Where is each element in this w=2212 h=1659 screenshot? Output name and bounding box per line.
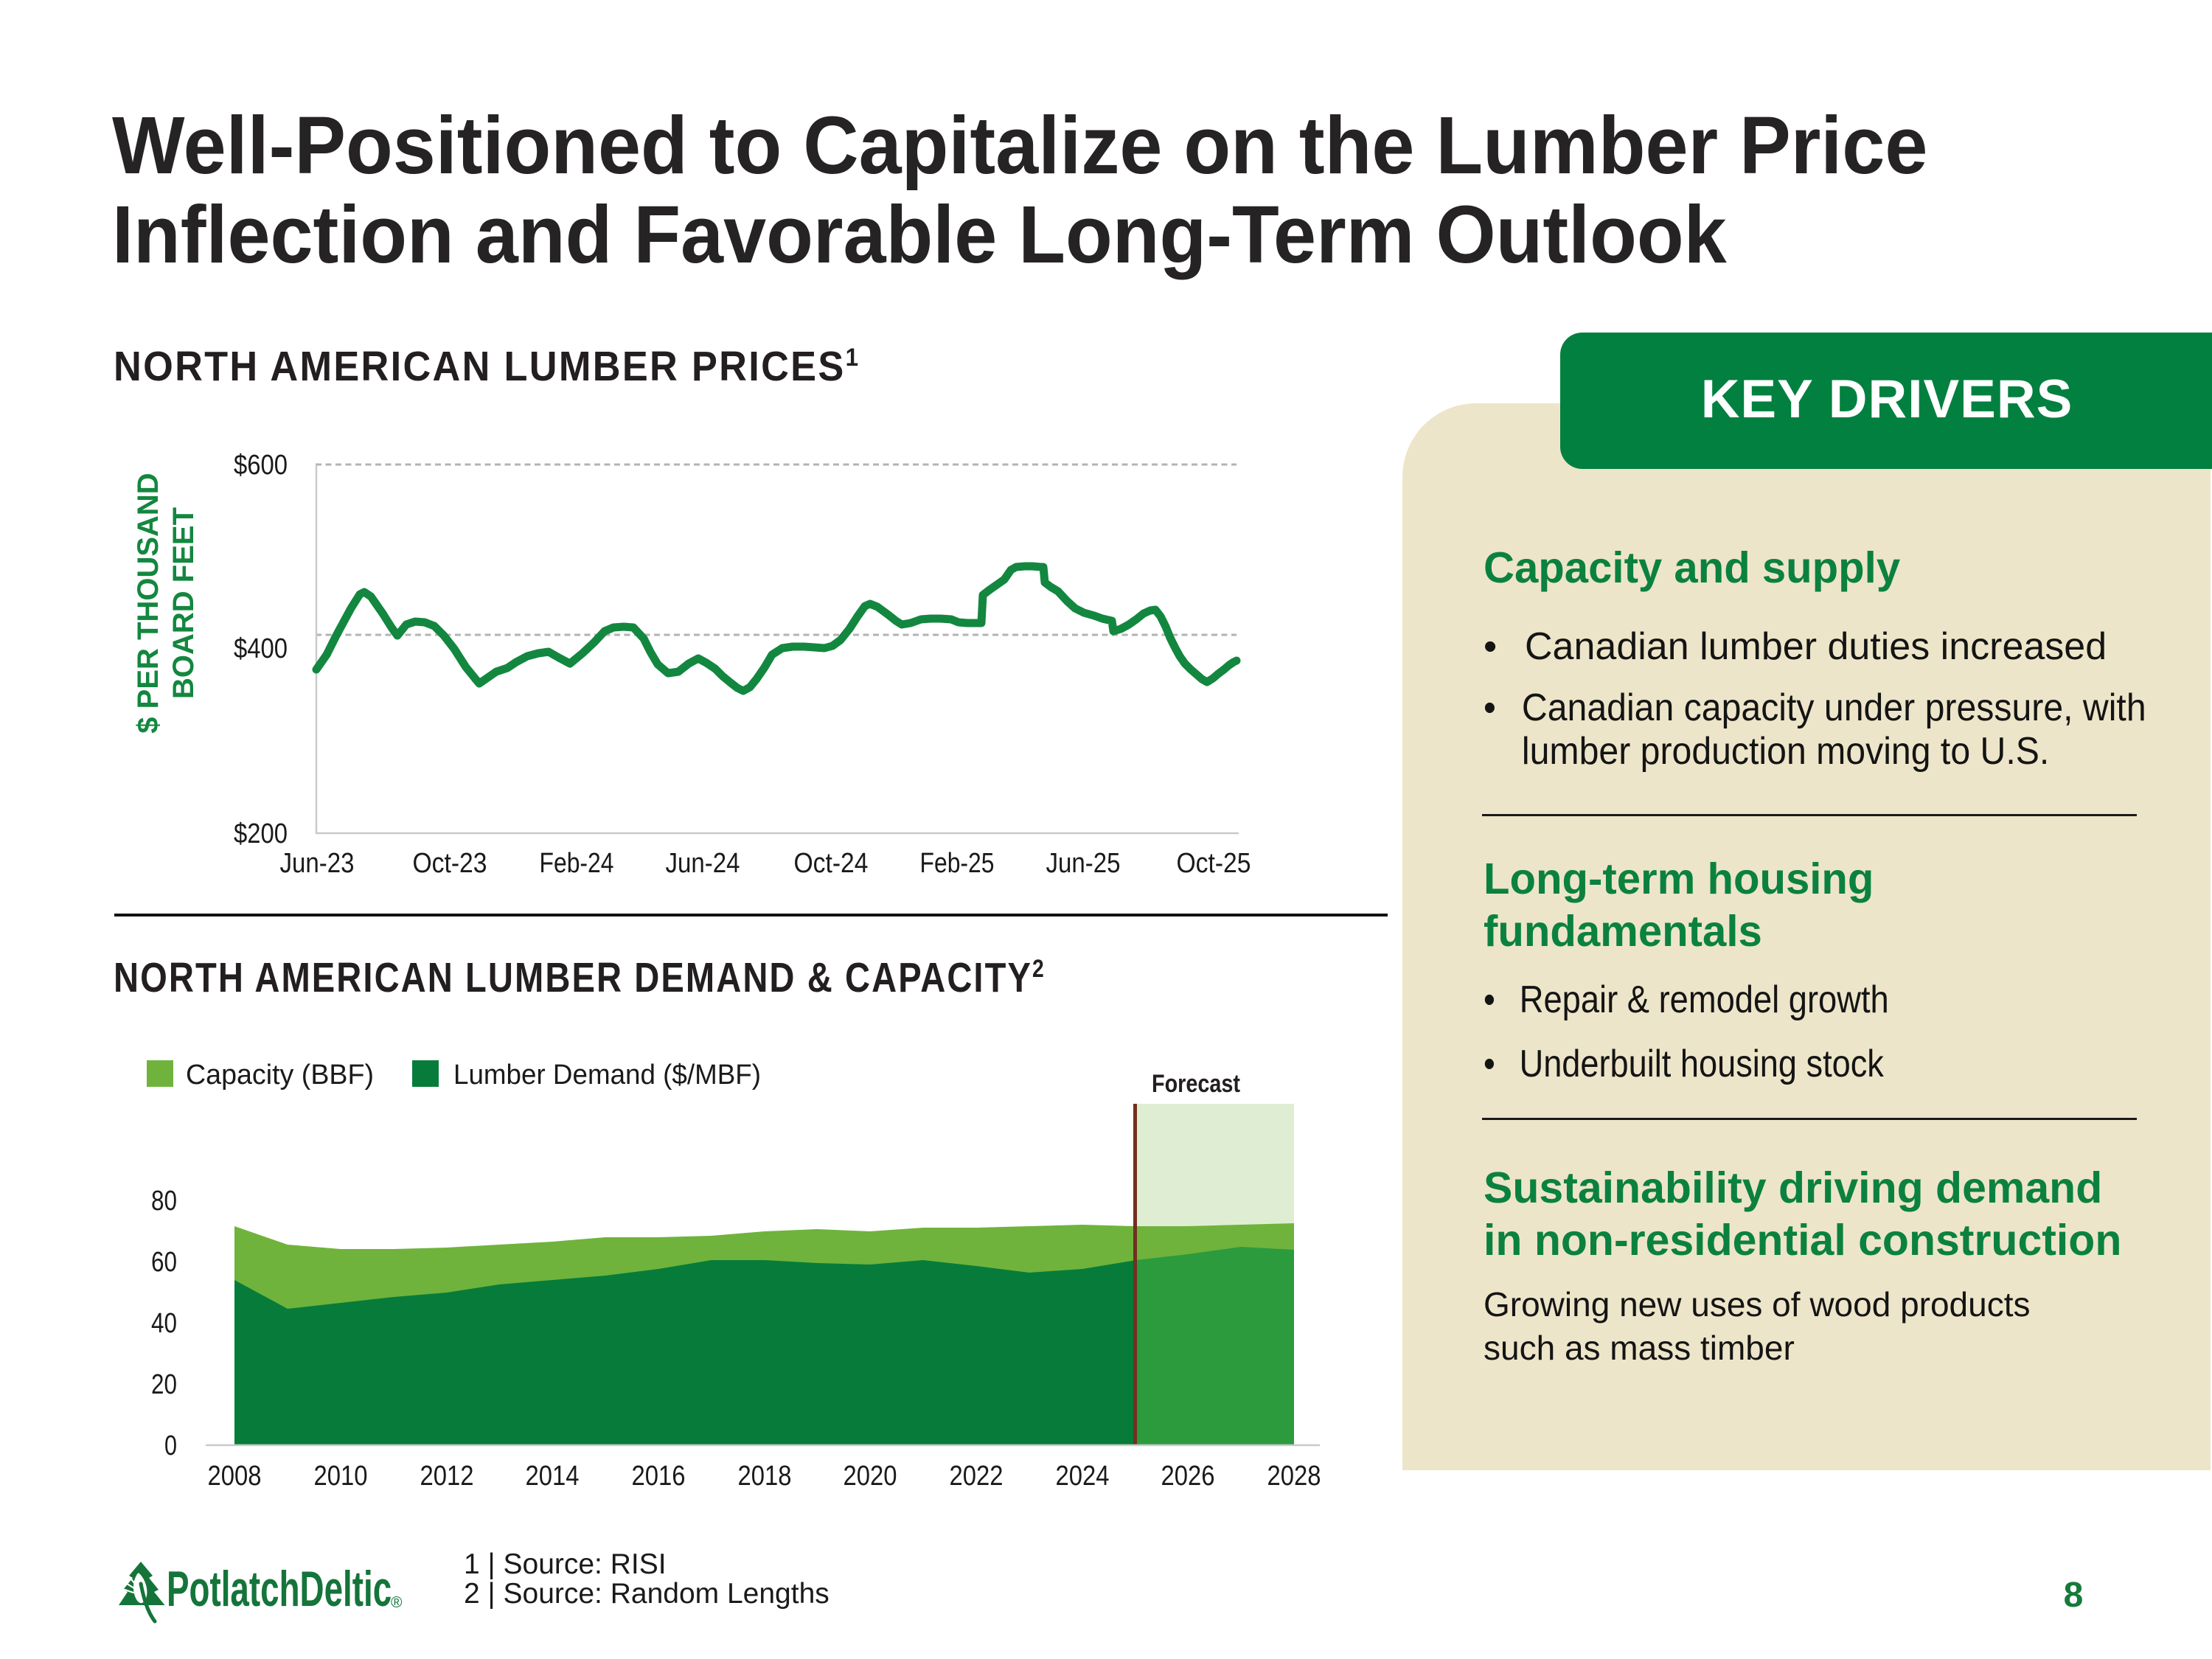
- svg-text:2022: 2022: [950, 1461, 1004, 1492]
- svg-text:Jun-25: Jun-25: [1046, 848, 1121, 879]
- svg-text:Oct-24: Oct-24: [794, 848, 869, 879]
- svg-text:Feb-25: Feb-25: [920, 848, 995, 879]
- svg-text:2026: 2026: [1161, 1461, 1215, 1492]
- svg-text:Jun-24: Jun-24: [666, 848, 740, 879]
- svg-text:Feb-24: Feb-24: [540, 848, 614, 879]
- svg-text:2014: 2014: [526, 1461, 580, 1492]
- svg-text:2018: 2018: [738, 1461, 792, 1492]
- svg-text:®: ®: [391, 1594, 403, 1611]
- svg-text:$ PER THOUSAND: $ PER THOUSAND: [132, 473, 164, 733]
- svg-text:Forecast: Forecast: [1152, 1070, 1240, 1098]
- svg-text:2020: 2020: [844, 1461, 897, 1492]
- svg-text:2008: 2008: [208, 1461, 262, 1492]
- svg-text:$600: $600: [234, 450, 288, 481]
- svg-text:80: 80: [151, 1186, 177, 1217]
- svg-text:40: 40: [151, 1308, 177, 1339]
- svg-text:Capacity (BBF): Capacity (BBF): [186, 1060, 374, 1091]
- svg-text:2016: 2016: [632, 1461, 686, 1492]
- svg-text:Jun-23: Jun-23: [280, 848, 355, 879]
- svg-text:Oct-25: Oct-25: [1177, 848, 1251, 879]
- svg-text:Oct-23: Oct-23: [413, 848, 487, 879]
- svg-text:BOARD FEET: BOARD FEET: [167, 507, 200, 699]
- svg-text:$400: $400: [234, 633, 288, 664]
- svg-text:2028: 2028: [1267, 1461, 1321, 1492]
- svg-text:60: 60: [151, 1247, 177, 1278]
- svg-text:Lumber Demand ($/MBF): Lumber Demand ($/MBF): [453, 1060, 761, 1091]
- svg-text:$200: $200: [234, 818, 288, 849]
- svg-text:0: 0: [164, 1430, 177, 1461]
- svg-text:2010: 2010: [314, 1461, 368, 1492]
- svg-text:2012: 2012: [420, 1461, 474, 1492]
- svg-text:20: 20: [151, 1369, 177, 1400]
- svg-text:2024: 2024: [1056, 1461, 1110, 1492]
